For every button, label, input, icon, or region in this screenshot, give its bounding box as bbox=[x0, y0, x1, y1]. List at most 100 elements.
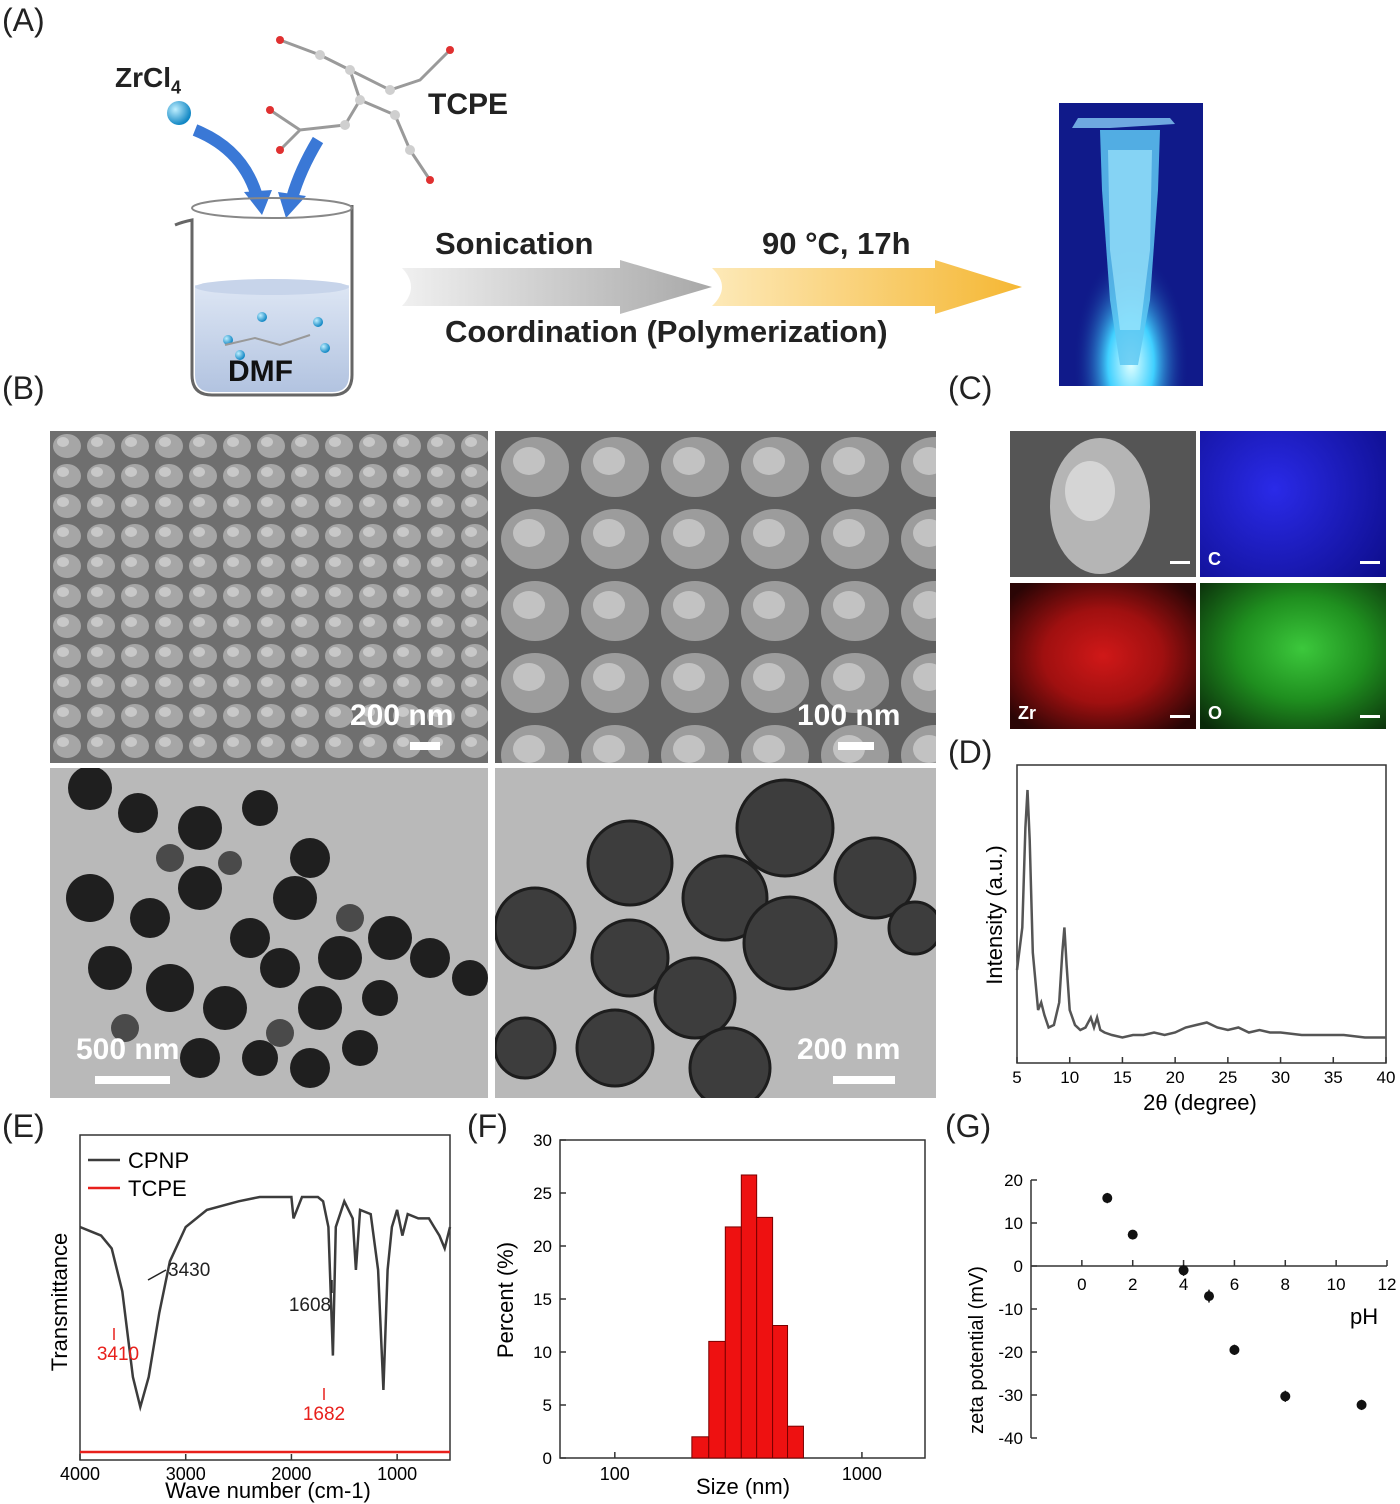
zeta-chart: -40 -30 -20 -10 0 10 20 0 2 4 6 8 10 12 pH zeta poten… bbox=[966, 1171, 1397, 1448]
x-tick-label: 30 bbox=[1271, 1068, 1290, 1087]
histogram-bar bbox=[772, 1325, 789, 1459]
y-tick-label: 10 bbox=[533, 1343, 552, 1362]
x-tick-label: 1000 bbox=[842, 1464, 882, 1484]
x-tick-label: 100 bbox=[600, 1464, 630, 1484]
zrcl4-label: ZrCl4 bbox=[115, 62, 181, 99]
x-tick-label: 1000 bbox=[377, 1464, 417, 1484]
y-tick-label: 10 bbox=[1004, 1214, 1023, 1233]
tem-image-low-mag: 500 nm bbox=[50, 768, 488, 1098]
xrd-chart: 5 10 15 20 25 30 35 40 2θ (degree) Intensity (a… bbox=[982, 764, 1395, 1115]
sonication-arrow bbox=[402, 260, 712, 314]
add-tcpe-arrow bbox=[286, 136, 324, 200]
legend-label-cpnp: CPNP bbox=[128, 1148, 189, 1173]
dmf-label: DMF bbox=[228, 355, 293, 388]
scale-bar bbox=[1360, 561, 1380, 564]
dls-chart: 0 5 10 15 20 25 30 100 1000 Size (nm) Percent (%… bbox=[493, 1131, 926, 1499]
synthesis-scheme bbox=[167, 36, 1203, 397]
zrcl4-subscript: 4 bbox=[171, 77, 182, 98]
tem-image-high-mag: 200 nm bbox=[495, 768, 936, 1098]
y-tick-label: 0 bbox=[543, 1449, 552, 1468]
x-tick-label: 25 bbox=[1218, 1068, 1237, 1087]
zr-ion-icon bbox=[167, 101, 191, 125]
scale-bar bbox=[1170, 715, 1190, 718]
y-tick-label: -20 bbox=[998, 1343, 1023, 1362]
scale-bar bbox=[1360, 715, 1380, 718]
x-tick-label: 0 bbox=[1077, 1275, 1086, 1294]
heating-arrow bbox=[712, 260, 1022, 314]
x-axis-label: 2θ (degree) bbox=[1143, 1090, 1257, 1115]
histogram-bar bbox=[756, 1216, 774, 1459]
x-tick-label: 35 bbox=[1324, 1068, 1343, 1087]
plot-frame bbox=[79, 1134, 451, 1461]
add-zr-arrow bbox=[192, 124, 264, 202]
peak-label-tcpe-3410: 3410 bbox=[97, 1344, 139, 1365]
data-point bbox=[1102, 1193, 1113, 1204]
tcpe-molecule-icon bbox=[266, 36, 454, 184]
scale-bar bbox=[410, 742, 440, 750]
plot-frame bbox=[1016, 764, 1387, 1064]
legend-label-tcpe: TCPE bbox=[128, 1176, 187, 1201]
y-tick-label: 20 bbox=[533, 1237, 552, 1256]
sem-texture-low bbox=[50, 431, 488, 763]
histogram-bar bbox=[708, 1340, 726, 1459]
tem-particles-low bbox=[66, 768, 488, 1088]
mapping-o-image: O bbox=[1200, 583, 1386, 729]
cpnp-series-line bbox=[79, 1195, 452, 1412]
scale-bar bbox=[95, 1076, 170, 1084]
mapping-sem-particle bbox=[1050, 438, 1150, 574]
sem-image-high-mag: 100 nm bbox=[495, 431, 936, 763]
zrcl4-formula: ZrCl bbox=[115, 62, 171, 93]
mapping-zr-image: Zr bbox=[1010, 583, 1196, 729]
sem-image-low-mag: 200 nm bbox=[50, 431, 488, 763]
x-tick-label: 10 bbox=[1327, 1275, 1346, 1294]
data-point bbox=[1280, 1391, 1291, 1402]
ftir-chart: 4000 3000 2000 1000 CPNP TCPE 3430 1608 3410 1… bbox=[47, 1134, 452, 1503]
y-axis-label: Transmittance bbox=[47, 1233, 72, 1372]
x-tick-label: 10 bbox=[1060, 1068, 1079, 1087]
panel-label-d: (D) bbox=[948, 734, 993, 770]
histogram-bar bbox=[691, 1436, 710, 1459]
tcpe-label: TCPE bbox=[428, 88, 509, 121]
xrd-series-line bbox=[1015, 789, 1386, 1039]
peak-pointer bbox=[147, 1269, 167, 1281]
scale-label: 500 nm bbox=[76, 1033, 180, 1066]
histogram-bar bbox=[787, 1425, 804, 1459]
data-point bbox=[1229, 1344, 1240, 1355]
sonication-label: Sonication bbox=[435, 226, 594, 261]
scale-bar bbox=[838, 742, 874, 750]
y-tick-label: 25 bbox=[533, 1184, 552, 1203]
panel-label-a: (A) bbox=[2, 2, 45, 38]
scale-bar bbox=[833, 1076, 895, 1084]
histogram-bar bbox=[724, 1226, 742, 1459]
y-tick-label: 20 bbox=[1004, 1171, 1023, 1190]
histogram-bar bbox=[740, 1174, 758, 1459]
y-tick-label: 15 bbox=[533, 1290, 552, 1309]
x-tick-label: 4000 bbox=[60, 1464, 100, 1484]
x-tick-label: 5 bbox=[1012, 1068, 1021, 1087]
luminescent-tube-photo bbox=[1059, 103, 1203, 386]
x-tick-label: 12 bbox=[1378, 1275, 1397, 1294]
peak-label-cpnp-3430: 3430 bbox=[168, 1260, 210, 1281]
x-tick-label: 2 bbox=[1128, 1275, 1137, 1294]
beaker-icon bbox=[174, 197, 354, 397]
x-tick-label: 20 bbox=[1166, 1068, 1185, 1087]
mapping-sem-image bbox=[1010, 431, 1196, 577]
x-tick-label: 3000 bbox=[166, 1464, 206, 1484]
y-axis-label: Percent (%) bbox=[493, 1242, 518, 1358]
panel-label-b: (B) bbox=[2, 370, 45, 406]
x-axis-label: pH bbox=[1350, 1304, 1378, 1329]
peak-label-cpnp-1608: 1608 bbox=[289, 1295, 331, 1316]
y-axis-label: zeta potential (mV) bbox=[966, 1266, 988, 1434]
data-point bbox=[1178, 1265, 1189, 1276]
y-tick-label: -40 bbox=[998, 1429, 1023, 1448]
scale-label: 100 nm bbox=[797, 699, 901, 732]
panel-label-e: (E) bbox=[2, 1108, 45, 1144]
element-label: O bbox=[1208, 703, 1223, 723]
mapping-c-image: C bbox=[1200, 431, 1386, 577]
y-tick-label: -10 bbox=[998, 1300, 1023, 1319]
x-tick-label: 6 bbox=[1230, 1275, 1239, 1294]
temperature-label: 90 °C, 17h bbox=[762, 226, 911, 261]
data-point bbox=[1356, 1399, 1367, 1410]
element-label: C bbox=[1208, 549, 1221, 569]
panel-label-g: (G) bbox=[945, 1108, 992, 1144]
